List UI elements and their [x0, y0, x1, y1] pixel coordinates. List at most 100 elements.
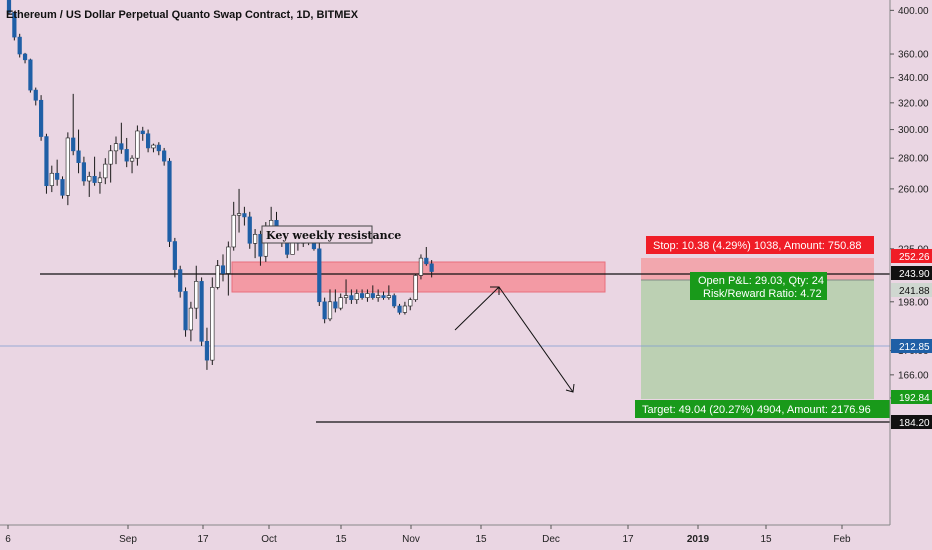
candle-body: [172, 241, 177, 270]
candle-body: [376, 295, 381, 298]
candle-body: [226, 246, 231, 274]
candle: [178, 265, 183, 298]
price-tick-label: 360.00: [898, 50, 929, 61]
target-label-text: Target: 49.04 (20.27%) 4904, Amount: 217…: [642, 404, 871, 416]
candle-body: [359, 293, 365, 298]
candle-body: [322, 301, 327, 320]
candle: [429, 260, 434, 278]
time-tick-label: 15: [335, 534, 347, 545]
candle: [402, 301, 408, 315]
target-price-text: 192.84: [899, 393, 930, 404]
candle-body: [258, 234, 263, 257]
candle-body: [38, 99, 44, 137]
price-tick-label: 260.00: [898, 184, 929, 195]
projection-arrow-up[interactable]: [454, 286, 500, 331]
candle-body: [354, 293, 359, 301]
candle-body: [44, 136, 49, 187]
candle: [338, 293, 343, 311]
support-price-badge: [891, 415, 932, 429]
candle-body: [429, 263, 434, 272]
candle: [38, 95, 44, 141]
candle: [215, 260, 220, 290]
candle: [162, 147, 167, 166]
candle: [343, 279, 349, 304]
candle-body: [338, 297, 343, 309]
candle-body: [140, 130, 145, 135]
candle-body: [236, 213, 242, 216]
risk-reward-text: Risk/Reward Ratio: 4.72: [703, 288, 822, 300]
stop-label-text: Stop: 10.38 (4.29%) 1038, Amount: 750.88: [653, 240, 862, 252]
candle-body: [12, 12, 17, 38]
candle: [87, 171, 92, 197]
candle-body: [392, 295, 397, 307]
candle: [28, 58, 33, 93]
candle: [6, 0, 12, 15]
time-tick-label: 15: [475, 534, 487, 545]
current-price-text: 212.85: [899, 342, 930, 353]
time-tick-label: 17: [197, 534, 209, 545]
projection-arrow-down[interactable]: [498, 286, 574, 393]
candle-body: [156, 144, 161, 152]
candle-body: [151, 144, 156, 149]
candle-body: [349, 295, 354, 301]
stop-label[interactable]: [646, 236, 874, 254]
candle: [408, 297, 413, 311]
stop-price-badge: [891, 249, 932, 263]
candle: [183, 287, 188, 337]
candle-body: [33, 89, 38, 101]
candle: [317, 243, 322, 307]
candle: [354, 289, 359, 304]
price-tick-label: 198.00: [898, 297, 929, 308]
candle-body: [397, 305, 402, 313]
candle-body: [28, 59, 33, 91]
candle: [103, 158, 108, 185]
candle: [151, 143, 156, 153]
candle-body: [65, 137, 70, 196]
candle-body: [210, 287, 215, 361]
annotation-box[interactable]: [261, 225, 373, 244]
arrowhead-down-icon: [565, 383, 575, 393]
candle: [92, 156, 97, 186]
candle: [242, 206, 247, 226]
candle: [413, 273, 418, 302]
time-tick-label: Oct: [261, 534, 277, 545]
candle: [129, 155, 135, 174]
candle-body: [370, 293, 375, 298]
candle-body: [413, 275, 418, 301]
candle-body: [365, 293, 370, 298]
time-tick-label: Feb: [833, 534, 851, 545]
time-axis[interactable]: 6 Sep 17 Oct 15 Nov 15 Dec 17 2019 15 Feb: [5, 525, 851, 545]
time-tick-label: Nov: [402, 534, 420, 545]
candle-body: [22, 53, 28, 61]
annotation-text: Key weekly resistance: [266, 229, 401, 242]
candle: [76, 129, 81, 174]
candle-body: [71, 137, 76, 152]
candle-body: [60, 179, 65, 196]
candle: [71, 93, 76, 156]
candle: [33, 87, 38, 106]
candle-body: [135, 130, 140, 159]
candle: [146, 129, 151, 153]
candle-body: [97, 177, 103, 183]
candle: [194, 265, 199, 319]
candle: [124, 137, 129, 168]
time-tick-label: Sep: [119, 534, 137, 545]
candle: [386, 285, 391, 300]
pnl-label[interactable]: [690, 272, 827, 300]
candle: [253, 229, 258, 259]
candle-body: [49, 172, 54, 187]
price-tick-label: 340.00: [898, 73, 929, 84]
candle-body: [408, 299, 413, 307]
candle-body: [146, 133, 151, 149]
candle: [418, 254, 424, 280]
candle-body: [327, 301, 333, 320]
candle-body: [162, 150, 167, 162]
time-tick-label: 15: [760, 534, 772, 545]
target-label[interactable]: [635, 400, 890, 418]
resistance-zone[interactable]: [231, 261, 606, 293]
candle-body: [424, 257, 429, 265]
candle: [65, 132, 70, 206]
candle: [210, 277, 215, 365]
candle-body: [108, 150, 113, 165]
